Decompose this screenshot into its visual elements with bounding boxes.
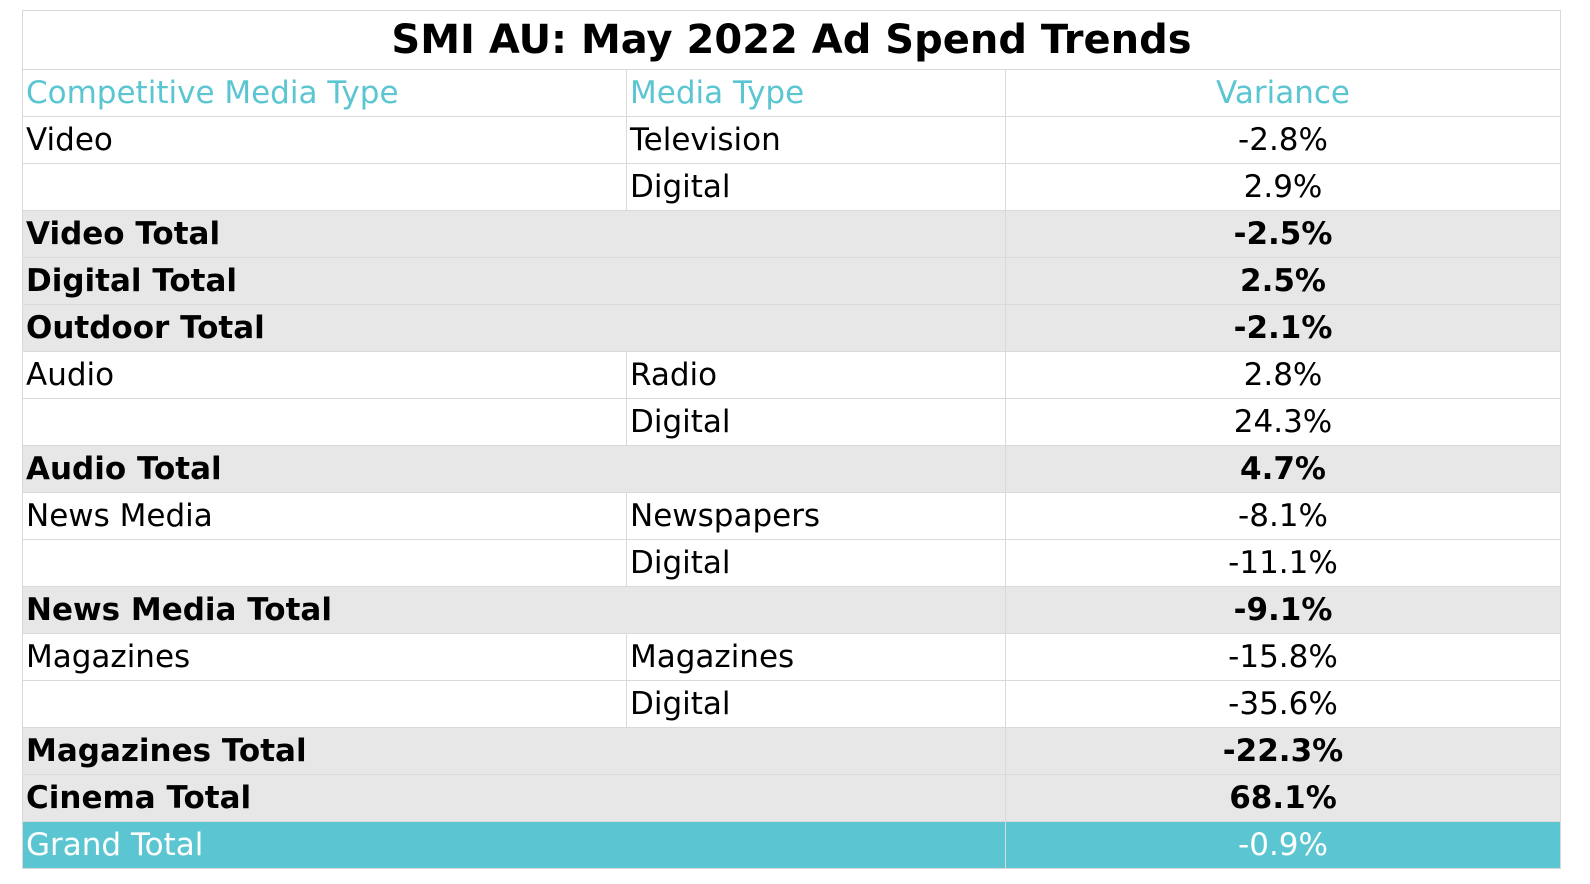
media-type-cell: Digital — [626, 539, 1006, 587]
media-type-cell: Digital — [626, 163, 1006, 211]
media-type-cell — [626, 774, 1006, 822]
media-type-cell — [626, 304, 1006, 352]
variance-cell: 2.8% — [1004, 351, 1562, 399]
table-row: Digital -11.1% — [22, 539, 1562, 587]
variance-cell: 2.5% — [1004, 257, 1562, 305]
variance-cell: -2.5% — [1004, 210, 1562, 258]
total-row: Magazines Total -22.3% — [22, 727, 1562, 775]
table-row: News Media Newspapers -8.1% — [22, 492, 1562, 540]
media-type-cell: Magazines — [626, 633, 1006, 681]
media-type-cell — [626, 257, 1006, 305]
competitive-media-type-cell — [22, 398, 627, 446]
table-row: Audio Radio 2.8% — [22, 351, 1562, 399]
media-type-cell — [626, 727, 1006, 775]
competitive-media-type-cell — [22, 163, 627, 211]
column-header-competitive-media-type: Competitive Media Type — [22, 69, 627, 117]
column-header-media-type: Media Type — [626, 69, 1006, 117]
variance-cell: -15.8% — [1004, 633, 1562, 681]
variance-cell: 2.9% — [1004, 163, 1562, 211]
competitive-media-type-cell: Cinema Total — [22, 774, 627, 822]
media-type-cell — [626, 586, 1006, 634]
total-row: Digital Total 2.5% — [22, 257, 1562, 305]
grand-total-row: Grand Total -0.9% — [22, 821, 1562, 869]
table-row: Digital 24.3% — [22, 398, 1562, 446]
variance-cell: -11.1% — [1004, 539, 1562, 587]
competitive-media-type-cell: Digital Total — [22, 257, 627, 305]
competitive-media-type-cell: Audio Total — [22, 445, 627, 493]
table-row: Magazines Magazines -15.8% — [22, 633, 1562, 681]
variance-cell: -2.8% — [1004, 116, 1562, 164]
total-row: Outdoor Total -2.1% — [22, 304, 1562, 352]
competitive-media-type-cell: Audio — [22, 351, 627, 399]
variance-cell: 24.3% — [1004, 398, 1562, 446]
variance-cell: -22.3% — [1004, 727, 1562, 775]
variance-cell: 4.7% — [1004, 445, 1562, 493]
competitive-media-type-cell: Outdoor Total — [22, 304, 627, 352]
table-row: Digital -35.6% — [22, 680, 1562, 728]
competitive-media-type-cell: Magazines Total — [22, 727, 627, 775]
title-row: SMI AU: May 2022 Ad Spend Trends — [21, 10, 1562, 70]
competitive-media-type-cell: News Media Total — [22, 586, 627, 634]
competitive-media-type-cell: Video — [22, 116, 627, 164]
variance-cell: -35.6% — [1004, 680, 1562, 728]
competitive-media-type-cell — [22, 680, 627, 728]
ad-spend-table: SMI AU: May 2022 Ad Spend Trends Competi… — [21, 10, 1562, 869]
variance-cell: -9.1% — [1004, 586, 1562, 634]
competitive-media-type-cell — [22, 539, 627, 587]
media-type-cell: Television — [626, 116, 1006, 164]
total-row: News Media Total -9.1% — [22, 586, 1562, 634]
total-row: Video Total -2.5% — [22, 210, 1562, 258]
competitive-media-type-cell: News Media — [22, 492, 627, 540]
media-type-cell — [626, 821, 1006, 869]
table-row: Video Television -2.8% — [22, 116, 1562, 164]
column-header-variance: Variance — [1004, 69, 1562, 117]
table-body: SMI AU: May 2022 Ad Spend Trends Competi… — [21, 10, 1562, 869]
media-type-cell: Digital — [626, 680, 1006, 728]
media-type-cell: Digital — [626, 398, 1006, 446]
variance-cell: -8.1% — [1004, 492, 1562, 540]
header-row: Competitive Media Type Media Type Varian… — [22, 69, 1562, 117]
total-row: Audio Total 4.7% — [22, 445, 1562, 493]
variance-cell: -0.9% — [1004, 821, 1562, 869]
table-title: SMI AU: May 2022 Ad Spend Trends — [21, 10, 1562, 70]
competitive-media-type-cell: Grand Total — [22, 821, 627, 869]
variance-cell: -2.1% — [1004, 304, 1562, 352]
competitive-media-type-cell: Video Total — [22, 210, 627, 258]
total-row: Cinema Total 68.1% — [22, 774, 1562, 822]
media-type-cell: Radio — [626, 351, 1006, 399]
media-type-cell — [626, 445, 1006, 493]
media-type-cell: Newspapers — [626, 492, 1006, 540]
table-row: Digital 2.9% — [22, 163, 1562, 211]
competitive-media-type-cell: Magazines — [22, 633, 627, 681]
variance-cell: 68.1% — [1004, 774, 1562, 822]
media-type-cell — [626, 210, 1006, 258]
